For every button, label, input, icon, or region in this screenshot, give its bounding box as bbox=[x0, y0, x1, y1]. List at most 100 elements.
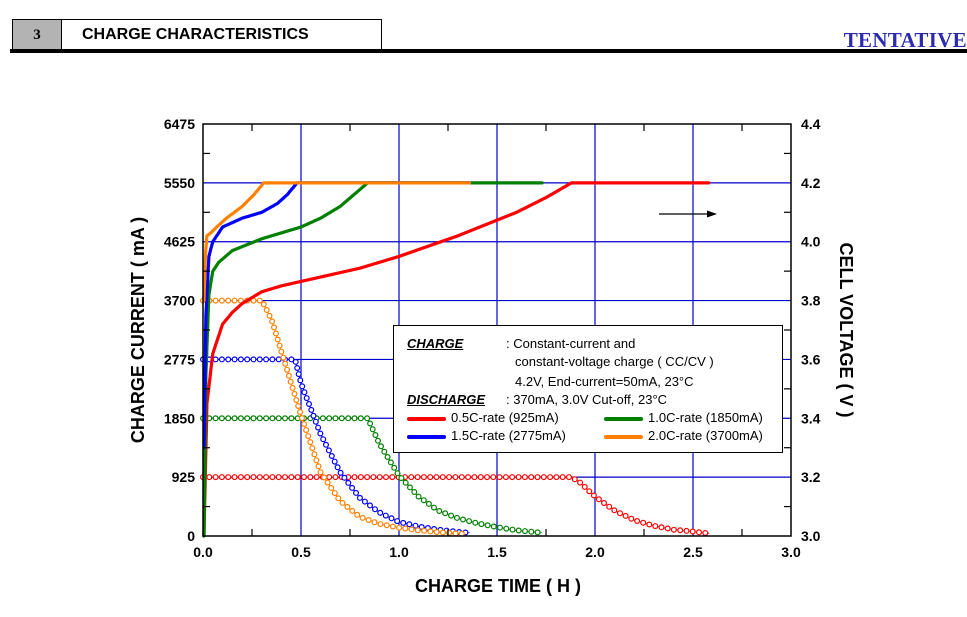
series-2.0C-rate-voltage bbox=[202, 181, 472, 303]
legend-swatch-red bbox=[407, 416, 446, 421]
data-point bbox=[361, 498, 368, 505]
data-point bbox=[427, 474, 434, 481]
status-label: TENTATIVE bbox=[843, 28, 967, 52]
data-point bbox=[256, 297, 263, 304]
data-point bbox=[646, 521, 653, 528]
data-point bbox=[540, 474, 547, 481]
data-point bbox=[372, 432, 379, 439]
data-point bbox=[427, 528, 434, 535]
data-point bbox=[664, 525, 671, 532]
data-point bbox=[372, 506, 379, 513]
data-point bbox=[600, 500, 607, 507]
data-point bbox=[370, 474, 377, 481]
y2-tick-label: 3.8 bbox=[801, 293, 821, 309]
data-point bbox=[503, 525, 510, 532]
data-point bbox=[359, 514, 366, 521]
data-point bbox=[415, 493, 422, 500]
axis-ticks bbox=[203, 124, 791, 536]
data-point bbox=[218, 356, 225, 363]
data-point bbox=[448, 512, 455, 519]
data-point bbox=[408, 474, 415, 481]
data-point bbox=[294, 474, 301, 481]
series-layer bbox=[200, 181, 711, 538]
legend-charge-text-3: 4.2V, End-current=50mA, 23°C bbox=[515, 374, 694, 389]
legend-charge-text-1: : Constant-current and bbox=[506, 336, 636, 351]
legend-discharge-key: DISCHARGE bbox=[407, 392, 486, 407]
data-point bbox=[305, 433, 312, 440]
data-point bbox=[244, 474, 251, 481]
x-axis-title: CHARGE TIME ( H ) bbox=[415, 576, 581, 596]
data-point bbox=[288, 356, 295, 363]
data-point bbox=[412, 522, 419, 529]
data-point bbox=[414, 527, 421, 534]
y-axis-title: CHARGE CURRENT ( mA ) bbox=[128, 217, 148, 443]
data-point bbox=[383, 522, 390, 529]
data-point bbox=[269, 318, 276, 325]
data-point bbox=[263, 474, 270, 481]
data-point bbox=[299, 383, 306, 390]
data-point bbox=[670, 526, 677, 533]
data-point bbox=[256, 474, 263, 481]
data-point bbox=[263, 356, 270, 363]
x-tick-label: 2.5 bbox=[683, 544, 703, 560]
data-point bbox=[420, 497, 427, 504]
data-point bbox=[331, 458, 338, 465]
data-point bbox=[225, 415, 232, 422]
data-point bbox=[260, 301, 267, 308]
data-point bbox=[628, 515, 635, 522]
data-point bbox=[282, 474, 289, 481]
data-point bbox=[278, 348, 285, 355]
data-point bbox=[288, 474, 295, 481]
data-point bbox=[225, 297, 232, 304]
data-point bbox=[391, 464, 398, 471]
data-point bbox=[297, 377, 304, 384]
y2-tick-label: 3.4 bbox=[801, 410, 821, 426]
data-point bbox=[458, 474, 465, 481]
data-point bbox=[315, 424, 322, 431]
data-point bbox=[367, 502, 374, 509]
data-point bbox=[586, 488, 593, 495]
data-point bbox=[341, 474, 348, 481]
data-point bbox=[285, 372, 292, 379]
y-tick-label: 0 bbox=[187, 528, 195, 544]
data-point bbox=[218, 474, 225, 481]
data-point bbox=[294, 365, 301, 372]
data-point bbox=[364, 415, 371, 422]
legend-discharge-text: : 370mA, 3.0V Cut-off, 23°C bbox=[506, 392, 668, 407]
data-point bbox=[553, 474, 560, 481]
data-point bbox=[577, 479, 584, 486]
data-point bbox=[231, 474, 238, 481]
data-point bbox=[325, 447, 332, 454]
data-point bbox=[396, 524, 403, 531]
x-tick-label: 0.5 bbox=[291, 544, 311, 560]
data-point bbox=[377, 509, 384, 516]
data-point bbox=[326, 474, 333, 481]
data-point bbox=[658, 524, 665, 531]
data-point bbox=[212, 356, 219, 363]
legend-charge-key: CHARGE bbox=[407, 336, 464, 351]
current-line bbox=[203, 476, 710, 534]
data-point bbox=[595, 496, 602, 503]
data-point bbox=[389, 474, 396, 481]
data-point bbox=[299, 415, 306, 422]
header-rule bbox=[10, 49, 967, 53]
data-point bbox=[515, 527, 522, 534]
data-point bbox=[218, 415, 225, 422]
data-point bbox=[297, 409, 304, 416]
data-point bbox=[225, 474, 232, 481]
data-point bbox=[357, 474, 364, 481]
data-point bbox=[351, 474, 358, 481]
data-point bbox=[478, 521, 485, 528]
data-point bbox=[328, 453, 335, 460]
data-point bbox=[315, 463, 322, 470]
y2-tick-label: 3.2 bbox=[801, 469, 821, 485]
data-point bbox=[308, 406, 315, 413]
x-tick-label: 1.5 bbox=[487, 544, 507, 560]
y2-tick-label: 3.0 bbox=[801, 528, 821, 544]
data-point bbox=[218, 297, 225, 304]
data-point bbox=[622, 512, 629, 519]
data-point bbox=[695, 529, 702, 536]
data-point bbox=[375, 437, 382, 444]
data-point bbox=[433, 474, 440, 481]
data-point bbox=[496, 474, 503, 481]
